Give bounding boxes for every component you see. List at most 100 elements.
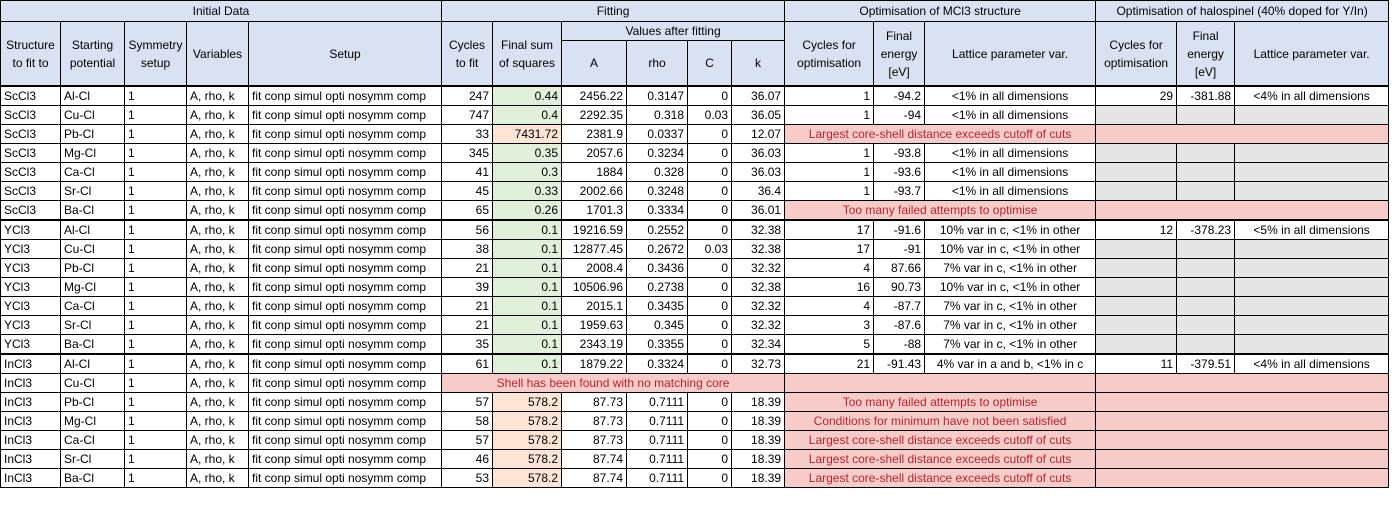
cell-starting-potential: Ba-Cl <box>60 200 125 221</box>
cell-starting-potential: Al-Cl <box>60 219 125 240</box>
cell-starting-potential: Sr-Cl <box>60 181 125 201</box>
cell-structure: ScCl3 <box>0 85 61 106</box>
cell-starting-potential: Mg-Cl <box>60 277 125 297</box>
cell-sum-of-squares: 0.33 <box>492 181 563 201</box>
cell-A: 1879.22 <box>561 353 628 374</box>
cell-C: 0 <box>687 143 733 163</box>
cell-rho: 0.328 <box>626 162 689 182</box>
cell-sum-of-squares: 578.2 <box>492 468 563 488</box>
cell-sum-of-squares: 0.1 <box>492 334 563 355</box>
cell-setup: fit conp simul opti nosymm comp <box>247 239 443 259</box>
cell-structure: ScCl3 <box>0 105 61 125</box>
cell-setup: fit conp simul opti nosymm comp <box>247 392 443 412</box>
cell-starting-potential: Cu-Cl <box>60 239 125 259</box>
col-header-hs-lattice-parameter-var: Lattice parameter var. <box>1234 21 1390 87</box>
cell-setup: fit conp simul opti nosymm comp <box>247 468 443 488</box>
col-header-final-sum-of-squares: Final sum of squares <box>492 21 563 87</box>
cell-hs-empty <box>1095 162 1178 182</box>
col-header-C: C <box>687 40 733 87</box>
cell-variables: A, rho, k <box>186 411 249 431</box>
cell-hs-empty <box>1095 296 1178 316</box>
cell-symmetry: 1 <box>124 353 187 374</box>
cell-A: 87.74 <box>561 468 628 488</box>
cell-opt-lattice: 7% var in c, <1% in other <box>924 258 1097 278</box>
cell-opt-energy: -94 <box>873 105 926 125</box>
cell-A: 87.73 <box>561 392 628 412</box>
subgroup-header-values-after-fitting: Values after fitting <box>561 21 786 41</box>
optimisation-error-fill <box>784 373 1097 393</box>
cell-opt-lattice: 7% var in c, <1% in other <box>924 296 1097 316</box>
cell-variables: A, rho, k <box>186 334 249 355</box>
cell-setup: fit conp simul opti nosymm comp <box>247 430 443 450</box>
cell-starting-potential: Mg-Cl <box>60 411 125 431</box>
cell-k: 36.4 <box>731 181 786 201</box>
fit-error-cell: Shell has been found with no matching co… <box>441 373 786 393</box>
cell-starting-potential: Ca-Cl <box>60 430 125 450</box>
col-header-lattice-parameter-var: Lattice parameter var. <box>924 21 1097 87</box>
cell-hs-empty <box>1095 258 1178 278</box>
cell-variables: A, rho, k <box>186 105 249 125</box>
cell-variables: A, rho, k <box>186 373 249 393</box>
cell-rho: 0.3436 <box>626 258 689 278</box>
cell-A: 87.73 <box>561 411 628 431</box>
cell-setup: fit conp simul opti nosymm comp <box>247 258 443 278</box>
cell-C: 0 <box>687 334 733 355</box>
cell-opt-energy: 90.73 <box>873 277 926 297</box>
cell-hs-empty <box>1176 296 1236 316</box>
cell-hs-energy: -378.23 <box>1176 219 1236 240</box>
col-header-structure: Structure to fit to <box>0 21 61 87</box>
cell-variables: A, rho, k <box>186 277 249 297</box>
cell-starting-potential: Ca-Cl <box>60 296 125 316</box>
col-header-setup: Setup <box>247 21 443 87</box>
cell-symmetry: 1 <box>124 334 187 355</box>
cell-k: 32.38 <box>731 277 786 297</box>
cell-symmetry: 1 <box>124 162 187 182</box>
cell-opt-lattice: 10% var in c, <1% in other <box>924 277 1097 297</box>
cell-opt-energy: -87.7 <box>873 296 926 316</box>
cell-hs-empty <box>1176 143 1236 163</box>
cell-k: 36.07 <box>731 85 786 106</box>
cell-variables: A, rho, k <box>186 200 249 221</box>
cell-symmetry: 1 <box>124 181 187 201</box>
cell-hs-cycles: 29 <box>1095 85 1178 106</box>
cell-k: 32.73 <box>731 353 786 374</box>
cell-hs-empty <box>1234 143 1390 163</box>
cell-opt-energy: -87.6 <box>873 315 926 335</box>
cell-setup: fit conp simul opti nosymm comp <box>247 105 443 125</box>
cell-sum-of-squares: 0.1 <box>492 315 563 335</box>
cell-opt-lattice: <1% in all dimensions <box>924 181 1097 201</box>
cell-symmetry: 1 <box>124 200 187 221</box>
cell-opt-cycles: 3 <box>784 315 875 335</box>
cell-cycles-to-fit: 21 <box>441 296 494 316</box>
cell-symmetry: 1 <box>124 277 187 297</box>
cell-k: 32.34 <box>731 334 786 355</box>
table-row: InCl3 Cu-Cl 1 A, rho, k fit conp simul opti … <box>0 373 1390 393</box>
cell-symmetry: 1 <box>124 411 187 431</box>
optimisation-error-cell: Conditions for minimum have not been sat… <box>784 411 1097 431</box>
cell-variables: A, rho, k <box>186 162 249 182</box>
cell-k: 18.39 <box>731 449 786 469</box>
cell-C: 0 <box>687 124 733 144</box>
cell-rho: 0.3324 <box>626 353 689 374</box>
cell-opt-energy: -91 <box>873 239 926 259</box>
cell-starting-potential: Sr-Cl <box>60 449 125 469</box>
cell-A: 2002.66 <box>561 181 628 201</box>
table-row: YCl3 Al-Cl 1 A, rho, k fit conp simul opti n… <box>0 219 1390 240</box>
table-row: ScCl3 Mg-Cl 1 A, rho, k fit conp simul opti … <box>0 143 1390 163</box>
cell-symmetry: 1 <box>124 143 187 163</box>
cell-C: 0 <box>687 181 733 201</box>
cell-setup: fit conp simul opti nosymm comp <box>247 411 443 431</box>
cell-A: 87.73 <box>561 430 628 450</box>
cell-rho: 0.3147 <box>626 85 689 106</box>
cell-opt-energy: -94.2 <box>873 85 926 106</box>
cell-setup: fit conp simul opti nosymm comp <box>247 85 443 106</box>
cell-hs-empty <box>1234 162 1390 182</box>
cell-C: 0 <box>687 277 733 297</box>
cell-k: 32.32 <box>731 258 786 278</box>
cell-C: 0 <box>687 258 733 278</box>
cell-symmetry: 1 <box>124 468 187 488</box>
cell-cycles-to-fit: 21 <box>441 315 494 335</box>
cell-sum-of-squares: 0.35 <box>492 143 563 163</box>
cell-opt-lattice: <1% in all dimensions <box>924 143 1097 163</box>
cell-starting-potential: Mg-Cl <box>60 143 125 163</box>
